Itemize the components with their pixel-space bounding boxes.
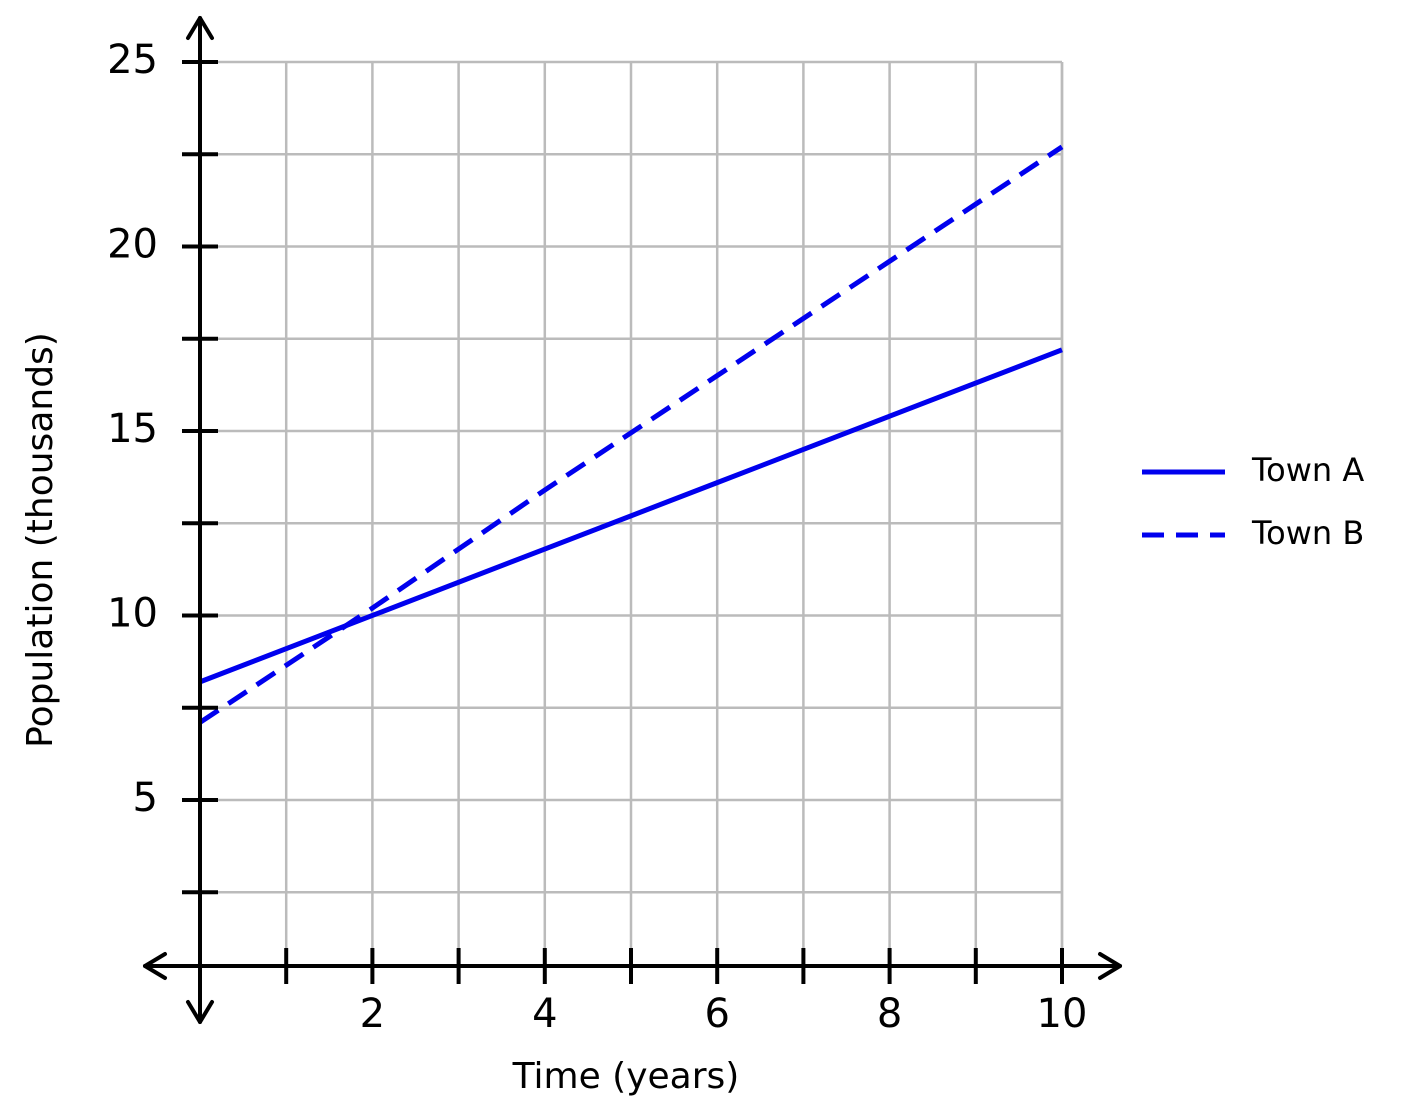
legend-label: Town B [1251, 514, 1364, 552]
x-tick-label: 4 [532, 991, 557, 1037]
axes [143, 16, 1122, 1024]
y-tick-label: 20 [107, 221, 158, 267]
x-tick-label: 2 [360, 991, 385, 1037]
arrow [143, 952, 167, 980]
legend-label: Town A [1251, 451, 1364, 489]
y-tick-label: 15 [107, 406, 158, 452]
x-tick-label: 8 [877, 991, 902, 1037]
arrow [1098, 952, 1122, 980]
y-tick-label: 25 [107, 37, 158, 83]
plot [198, 144, 1064, 725]
arrow [186, 1000, 214, 1024]
x-axis-label: Time (years) [512, 1056, 740, 1097]
x-tick-label: 10 [1037, 991, 1088, 1037]
x-tick-label: 6 [704, 991, 729, 1037]
ticks: 2 4 6 8 10 5 10 15 20 25 [107, 37, 1087, 1037]
line [198, 144, 1064, 725]
y-tick-label: 5 [133, 775, 158, 821]
y-axis-label: Population (thousands) [20, 332, 61, 748]
y-tick-label: 10 [107, 590, 158, 636]
arrow [186, 16, 214, 40]
